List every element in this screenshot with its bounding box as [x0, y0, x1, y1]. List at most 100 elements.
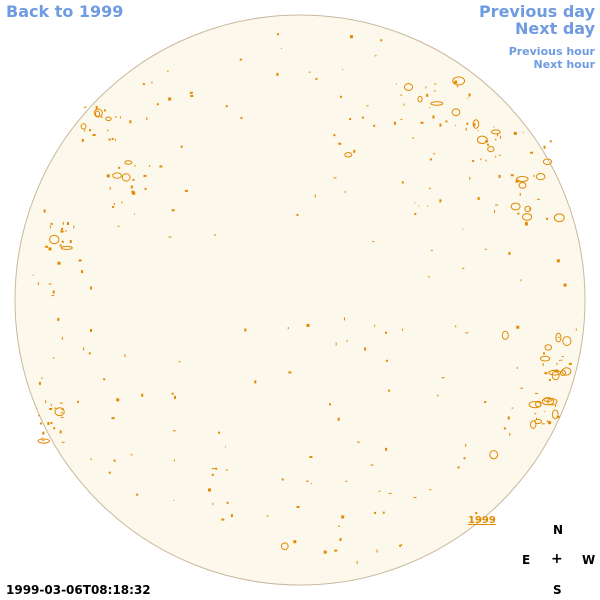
contour-mark: [429, 158, 432, 161]
contour-mark: [211, 468, 215, 470]
contour-mark: [372, 241, 375, 243]
next-hour-link[interactable]: Next hour: [533, 58, 596, 71]
contour-mark: [575, 328, 577, 331]
magnetogram-contours: [32, 33, 577, 564]
contour-mark: [112, 172, 122, 179]
contour-mark: [41, 377, 43, 380]
contour-mark: [314, 194, 316, 198]
contour-mark: [548, 378, 551, 381]
previous-day-link[interactable]: Previous day: [478, 2, 595, 21]
contour-mark: [403, 103, 405, 106]
contour-mark: [42, 431, 45, 435]
contour-mark: [520, 387, 524, 389]
contour-mark: [190, 94, 194, 97]
contour-mark: [142, 83, 145, 86]
contour-mark: [490, 129, 501, 135]
contour-mark: [134, 165, 137, 167]
contour-mark: [400, 118, 403, 120]
contour-mark: [94, 110, 101, 118]
contour-mark: [561, 356, 564, 358]
contour-mark: [544, 411, 546, 413]
contour-mark: [39, 422, 42, 425]
contour-mark: [539, 355, 551, 362]
previous-hour-link[interactable]: Previous hour: [508, 45, 595, 58]
contour-mark: [309, 455, 313, 458]
contour-mark: [106, 174, 110, 178]
contour-mark: [218, 431, 221, 434]
contour-mark: [439, 199, 442, 203]
contour-mark: [495, 155, 497, 158]
contour-mark: [37, 282, 39, 286]
contour-mark: [364, 347, 367, 351]
contour-mark: [535, 400, 542, 408]
contour-mark: [121, 173, 131, 182]
contour-mark: [563, 283, 567, 287]
contour-mark: [510, 202, 521, 211]
contour-mark: [541, 397, 555, 406]
contour-mark: [112, 205, 115, 208]
contour-mark: [41, 437, 43, 440]
contour-mark: [333, 134, 336, 137]
contour-mark: [296, 505, 300, 508]
contour-mark: [49, 225, 51, 229]
contour-mark: [92, 134, 96, 137]
contour-mark: [61, 408, 64, 411]
contour-mark: [501, 330, 509, 340]
next-day-link[interactable]: Next day: [515, 19, 595, 38]
contour-mark: [167, 70, 169, 73]
contour-mark: [62, 221, 64, 225]
contour-mark: [37, 438, 50, 444]
contour-mark: [366, 105, 369, 107]
contour-mark: [476, 135, 488, 145]
contour-mark: [239, 58, 242, 61]
contour-mark: [378, 490, 381, 492]
contour-mark: [60, 245, 73, 250]
contour-mark: [344, 190, 346, 193]
contour-mark: [475, 512, 478, 515]
contour-mark: [433, 90, 436, 92]
contour-mark: [543, 145, 546, 149]
contour-mark: [515, 179, 519, 183]
contour-mark: [240, 116, 243, 119]
contour-mark: [473, 123, 476, 127]
contour-mark: [83, 106, 87, 108]
contour-mark: [89, 286, 92, 290]
contour-mark: [111, 417, 115, 420]
year-link[interactable]: 1999: [468, 515, 496, 526]
contour-mark: [541, 423, 545, 425]
back-to-year-link[interactable]: Back to 1999: [6, 2, 124, 21]
contour-mark: [469, 176, 471, 180]
contour-mark: [465, 443, 467, 447]
contour-mark: [346, 340, 349, 342]
contour-mark: [69, 240, 72, 244]
contour-mark: [549, 140, 552, 143]
contour-mark: [61, 227, 64, 230]
contour-mark: [95, 105, 98, 109]
contour-mark: [78, 259, 82, 262]
compass-west: W: [582, 553, 596, 567]
contour-mark: [493, 126, 495, 128]
contour-mark: [480, 158, 482, 161]
contour-mark: [344, 152, 353, 158]
contour-mark: [213, 234, 216, 236]
contour-mark: [114, 116, 117, 118]
contour-mark: [76, 400, 79, 403]
contour-mark: [57, 261, 61, 265]
contour-mark: [462, 228, 464, 230]
contour-mark: [337, 525, 340, 527]
contour-mark: [45, 245, 49, 248]
contour-mark: [546, 420, 548, 423]
contour-mark: [156, 103, 159, 106]
contour-mark: [103, 378, 106, 381]
contour-mark: [277, 33, 280, 36]
contour-mark: [132, 178, 135, 181]
contour-mark: [413, 496, 417, 498]
contour-mark: [503, 427, 506, 430]
contour-mark: [414, 202, 416, 204]
contour-mark: [113, 202, 115, 205]
contour-mark: [124, 354, 126, 358]
contour-mark: [338, 142, 342, 145]
contour-mark: [522, 131, 524, 133]
contour-mark: [50, 222, 53, 225]
contour-mark: [484, 248, 487, 250]
